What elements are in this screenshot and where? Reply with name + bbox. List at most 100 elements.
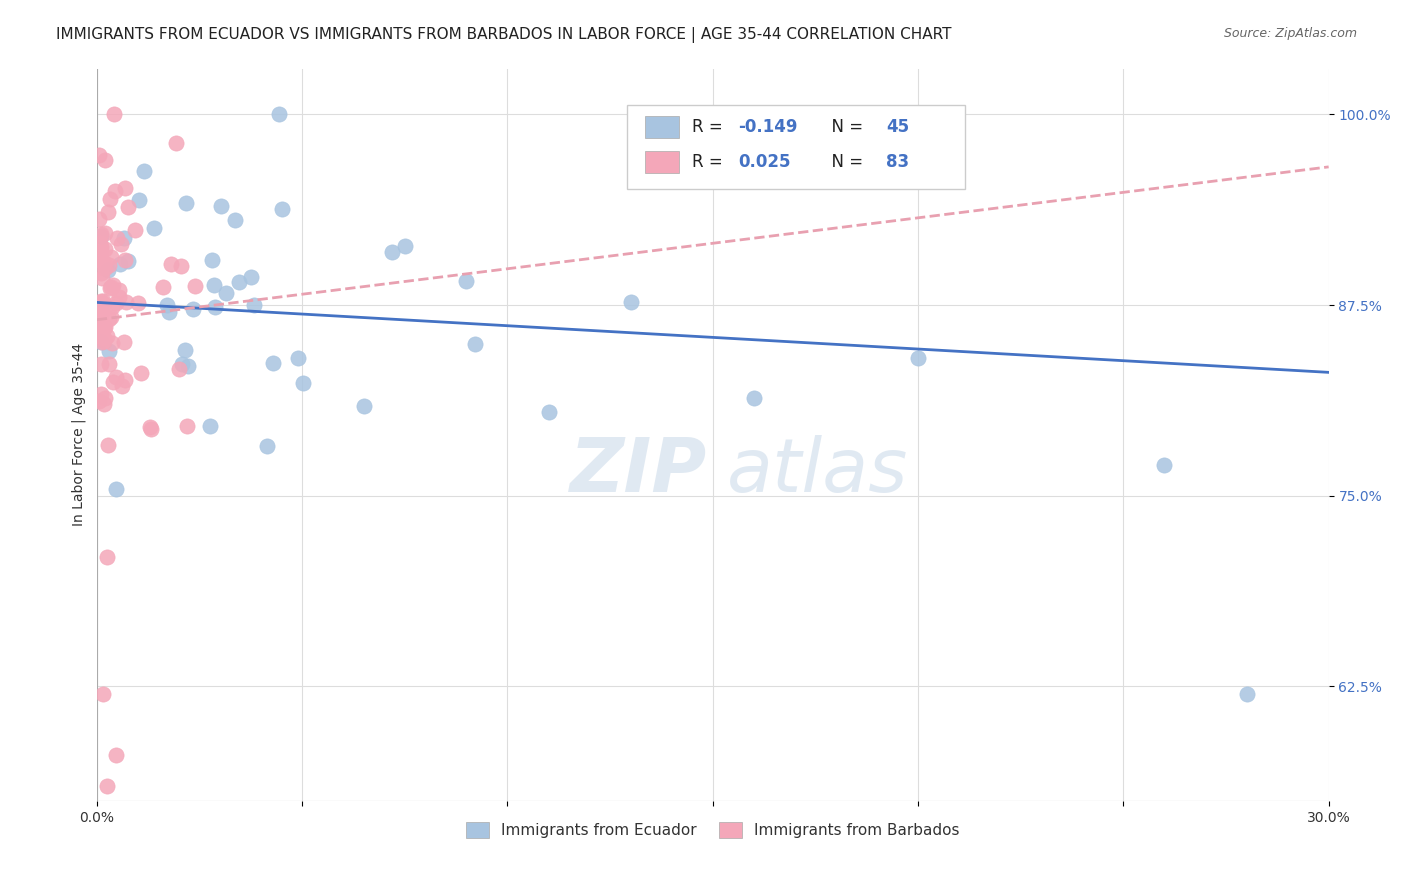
Point (243, 298, 266, 312)
Point (165, 136, 187, 150)
Point (127, 295, 149, 310)
Point (89, 329, 111, 343)
Point (94, 242, 117, 256)
Point (100, 336, 122, 351)
Legend: Immigrants from Ecuador, Immigrants from Barbados: Immigrants from Ecuador, Immigrants from… (460, 816, 966, 845)
Point (292, 376, 315, 390)
Point (456, 274, 478, 288)
Point (96, 549, 118, 564)
Point (90, 266, 112, 280)
Point (107, 290, 129, 304)
Point (91, 270, 114, 285)
Point (100, 280, 122, 294)
Point (87, 309, 110, 323)
Point (93, 320, 115, 334)
Point (97, 204, 120, 219)
Point (91, 329, 114, 343)
Point (131, 366, 153, 380)
Point (93, 321, 115, 335)
Point (115, 295, 138, 310)
Point (93, 260, 115, 275)
Point (156, 298, 179, 312)
Point (108, 257, 131, 271)
Point (1153, 458, 1175, 473)
Point (98, 192, 121, 206)
Point (224, 212, 246, 227)
Point (108, 284, 131, 298)
Point (90, 322, 112, 336)
Text: -0.149: -0.149 (738, 118, 799, 136)
Text: Source: ZipAtlas.com: Source: ZipAtlas.com (1223, 27, 1357, 40)
Text: 45: 45 (886, 118, 910, 136)
Point (128, 194, 150, 208)
Point (209, 199, 232, 213)
Point (98, 281, 121, 295)
Point (93, 331, 115, 345)
Point (270, 202, 292, 217)
Text: atlas: atlas (727, 435, 908, 508)
Point (94, 391, 117, 405)
Point (262, 356, 284, 370)
Bar (645, 116, 679, 138)
Point (97, 262, 120, 277)
Bar (645, 151, 679, 172)
Point (90, 227, 112, 241)
Point (201, 253, 224, 268)
Point (93, 153, 115, 167)
Point (134, 163, 156, 178)
Point (170, 259, 193, 273)
Point (87, 252, 110, 266)
Point (100, 310, 122, 325)
Point (89, 295, 111, 310)
Text: 0.025: 0.025 (738, 153, 792, 170)
Point (90, 293, 112, 308)
Point (90, 357, 112, 371)
Point (87, 147, 110, 161)
Point (159, 257, 181, 271)
Point (93, 297, 115, 311)
Point (105, 748, 128, 763)
Point (167, 362, 190, 376)
Point (174, 343, 197, 357)
Point (463, 336, 485, 351)
Point (143, 221, 166, 235)
Point (89, 311, 111, 326)
Point (90, 239, 112, 253)
Point (176, 418, 198, 433)
Point (101, 278, 124, 293)
Point (114, 181, 136, 195)
Point (104, 370, 127, 384)
Text: IMMIGRANTS FROM ECUADOR VS IMMIGRANTS FROM BARBADOS IN LABOR FORCE | AGE 35-44 C: IMMIGRANTS FROM ECUADOR VS IMMIGRANTS FR… (56, 27, 952, 43)
Point (381, 245, 404, 260)
Y-axis label: In Labor Force | Age 35-44: In Labor Force | Age 35-44 (72, 343, 86, 526)
Point (742, 391, 765, 405)
Point (202, 277, 225, 292)
Point (93, 334, 115, 348)
Point (176, 359, 198, 373)
Point (267, 107, 290, 121)
Point (90, 335, 112, 350)
Point (96, 779, 118, 793)
Point (117, 254, 139, 268)
Point (394, 239, 416, 253)
Point (215, 285, 238, 300)
Point (104, 483, 127, 497)
Point (93, 255, 115, 269)
Text: 83: 83 (886, 153, 910, 170)
Point (152, 280, 174, 294)
Point (228, 275, 250, 289)
Point (96, 328, 118, 343)
Point (1236, 687, 1258, 701)
Point (97, 438, 120, 452)
Point (240, 270, 263, 285)
Point (97, 258, 120, 272)
Point (91, 293, 114, 308)
Text: N =: N = (821, 118, 869, 136)
Point (256, 439, 278, 453)
Point (87, 394, 110, 409)
Point (90, 335, 112, 350)
Point (112, 231, 135, 245)
Point (90, 229, 112, 244)
Point (112, 335, 135, 350)
Point (170, 358, 193, 372)
